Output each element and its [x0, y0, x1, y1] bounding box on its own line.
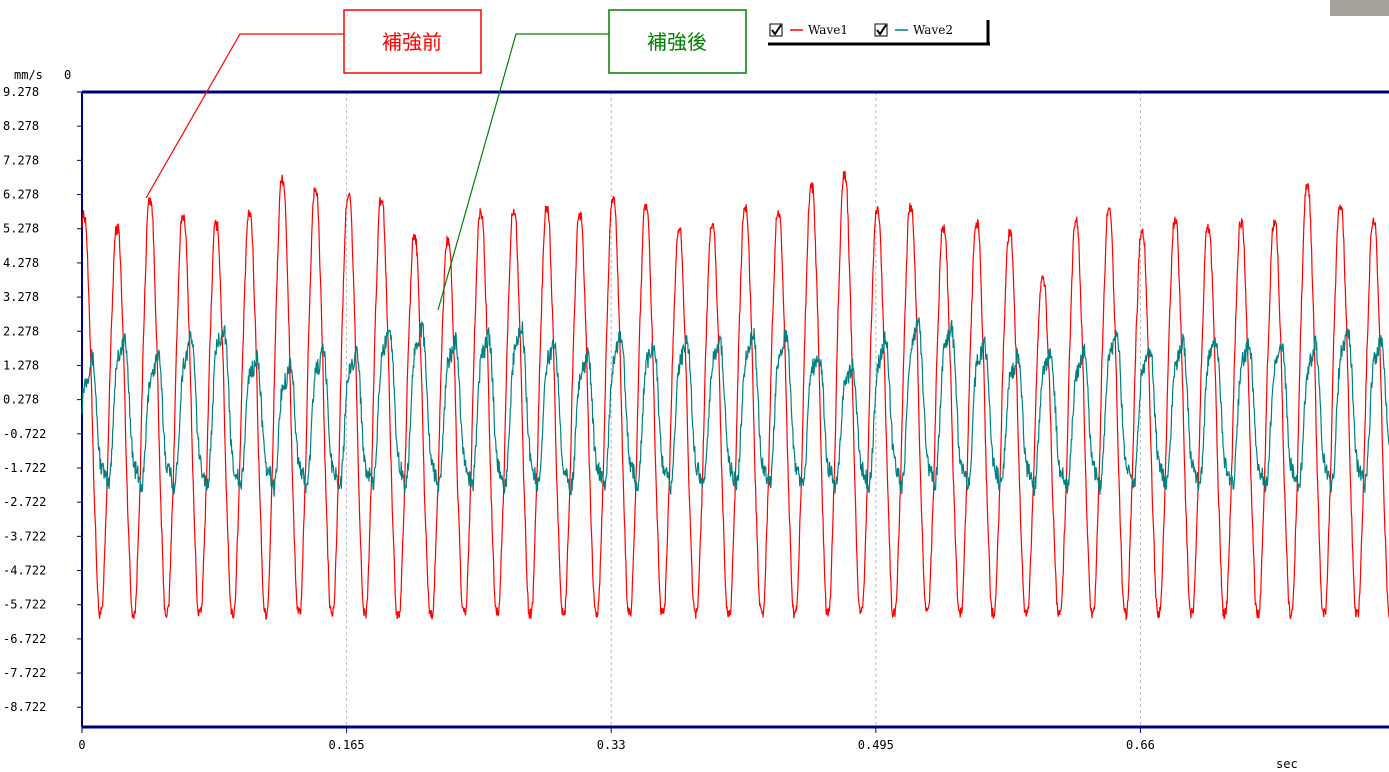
- y-tick-label: 5.278: [3, 222, 39, 236]
- x-tick-label: 0.33: [597, 738, 626, 752]
- legend-item-wave1[interactable]: Wave1: [769, 23, 848, 37]
- callout-after-text: 補強後: [647, 30, 707, 54]
- y-axis-unit: mm/s: [14, 68, 43, 82]
- y-tick-label: -5.722: [3, 598, 46, 612]
- corner-photo-fragment: [1330, 0, 1389, 16]
- legend: Wave1 Wave2: [768, 20, 990, 46]
- callout-after: 補強後: [437, 9, 747, 311]
- x-tick-label: 0.495: [858, 738, 894, 752]
- x-axis-unit: sec: [1276, 757, 1298, 771]
- y-tick-label: -8.722: [3, 700, 46, 714]
- y-tick-label: 6.278: [3, 188, 39, 202]
- x-tick-label: 0.165: [329, 738, 365, 752]
- series-wave1-line: [81, 170, 1389, 622]
- callout-after-leader: [437, 33, 609, 311]
- wave1-legend-label: Wave1: [808, 23, 848, 37]
- y-tick-label: 3.278: [3, 290, 39, 304]
- y-tick-label: 7.278: [3, 153, 39, 167]
- y-tick-label: -7.722: [3, 666, 46, 680]
- y-tick-label: -0.722: [3, 427, 46, 441]
- y-tick-label: -2.722: [3, 495, 46, 509]
- y-tick-label: 4.278: [3, 256, 39, 270]
- y-tick-label: 9.278: [3, 85, 39, 99]
- y-tick-label: -1.722: [3, 461, 46, 475]
- y-tick-label: -6.722: [3, 632, 46, 646]
- callout-before-text: 補強前: [382, 30, 442, 54]
- callout-before: 補強前: [145, 9, 482, 199]
- grid-lines: [346, 92, 1141, 727]
- series-wave2-line: [81, 317, 1389, 497]
- y-tick-label: 0.278: [3, 393, 39, 407]
- y-tick-label: 1.278: [3, 358, 39, 372]
- x-tick-label: 0: [78, 738, 85, 752]
- check-icon: [876, 24, 887, 36]
- y-tick-labels: 9.278 8.278 7.278 6.278 5.278 4.278 3.278 2.278…: [3, 85, 82, 714]
- series-layer: [81, 170, 1389, 622]
- wave2-legend-label: Wave2: [913, 23, 953, 37]
- legend-item-wave2[interactable]: Wave2: [874, 23, 953, 37]
- check-icon: [771, 24, 782, 36]
- callout-before-box: [343, 9, 482, 74]
- callout-after-box: [608, 9, 747, 74]
- y-tick-label: -4.722: [3, 564, 46, 578]
- y-tick-label: -3.722: [3, 529, 46, 543]
- x-tick-label: 0.66: [1126, 738, 1155, 752]
- x-tick-labels: 0 0.165 0.33 0.495 0.66: [78, 727, 1155, 752]
- callout-before-leader: [145, 33, 344, 199]
- y-axis-top-label: 0: [64, 68, 71, 82]
- y-tick-label: 8.278: [3, 119, 39, 133]
- y-tick-label: 2.278: [3, 324, 39, 338]
